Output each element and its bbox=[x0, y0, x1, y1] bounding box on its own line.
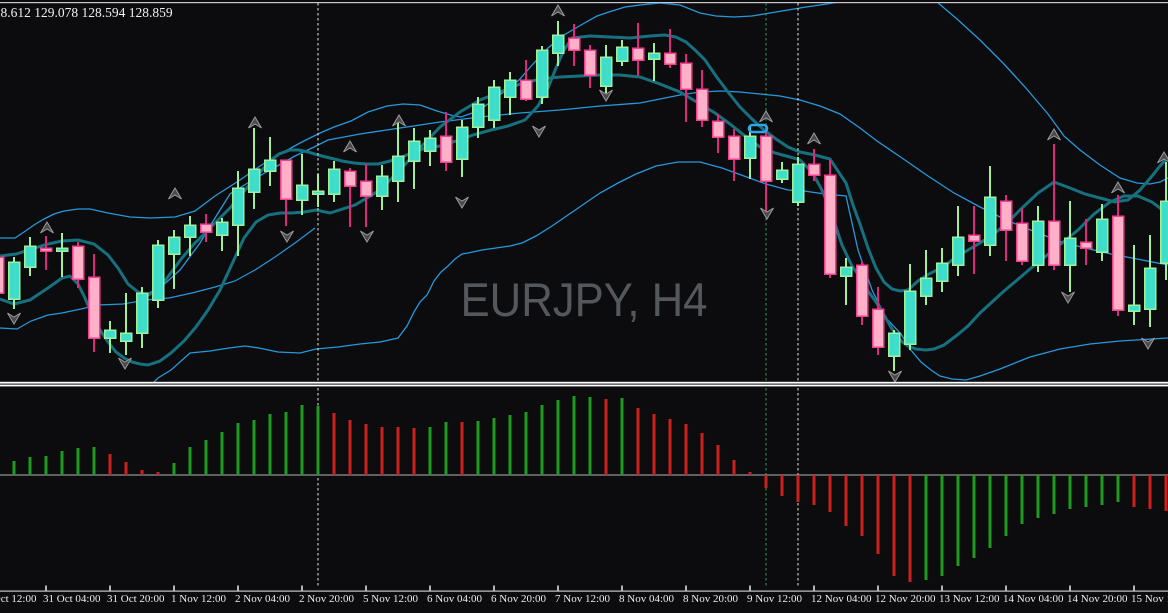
svg-text:14 Nov 20:00: 14 Nov 20:00 bbox=[1067, 593, 1128, 605]
svg-text:8 Nov 20:00: 8 Nov 20:00 bbox=[683, 593, 739, 605]
svg-text:1 Nov 12:00: 1 Nov 12:00 bbox=[171, 593, 227, 605]
svg-text:30 Oct 12:00: 30 Oct 12:00 bbox=[0, 593, 37, 605]
svg-text:13 Nov 12:00: 13 Nov 12:00 bbox=[939, 593, 1000, 605]
svg-text:5 Nov 12:00: 5 Nov 12:00 bbox=[363, 593, 419, 605]
svg-text:128.612 129.078 128.594 128.85: 128.612 129.078 128.594 128.859 bbox=[0, 5, 173, 20]
svg-text:EURJPY, H4: EURJPY, H4 bbox=[461, 273, 708, 326]
svg-text:8 Nov 04:00: 8 Nov 04:00 bbox=[619, 593, 675, 605]
svg-text:9 Nov 12:00: 9 Nov 12:00 bbox=[747, 593, 803, 605]
svg-text:6 Nov 04:00: 6 Nov 04:00 bbox=[427, 593, 483, 605]
svg-text:12 Nov 20:00: 12 Nov 20:00 bbox=[875, 593, 936, 605]
svg-text:2 Nov 20:00: 2 Nov 20:00 bbox=[299, 593, 355, 605]
svg-text:14 Nov 04:00: 14 Nov 04:00 bbox=[1003, 593, 1064, 605]
svg-text:6 Nov 20:00: 6 Nov 20:00 bbox=[491, 593, 547, 605]
svg-text:12 Nov 04:00: 12 Nov 04:00 bbox=[811, 593, 872, 605]
svg-text:31 Oct 20:00: 31 Oct 20:00 bbox=[107, 593, 165, 605]
svg-text:7 Nov 12:00: 7 Nov 12:00 bbox=[555, 593, 611, 605]
svg-text:2 Nov 04:00: 2 Nov 04:00 bbox=[235, 593, 291, 605]
svg-text:15 Nov 12:00: 15 Nov 12:00 bbox=[1131, 593, 1168, 605]
svg-text:31 Oct 04:00: 31 Oct 04:00 bbox=[43, 593, 101, 605]
